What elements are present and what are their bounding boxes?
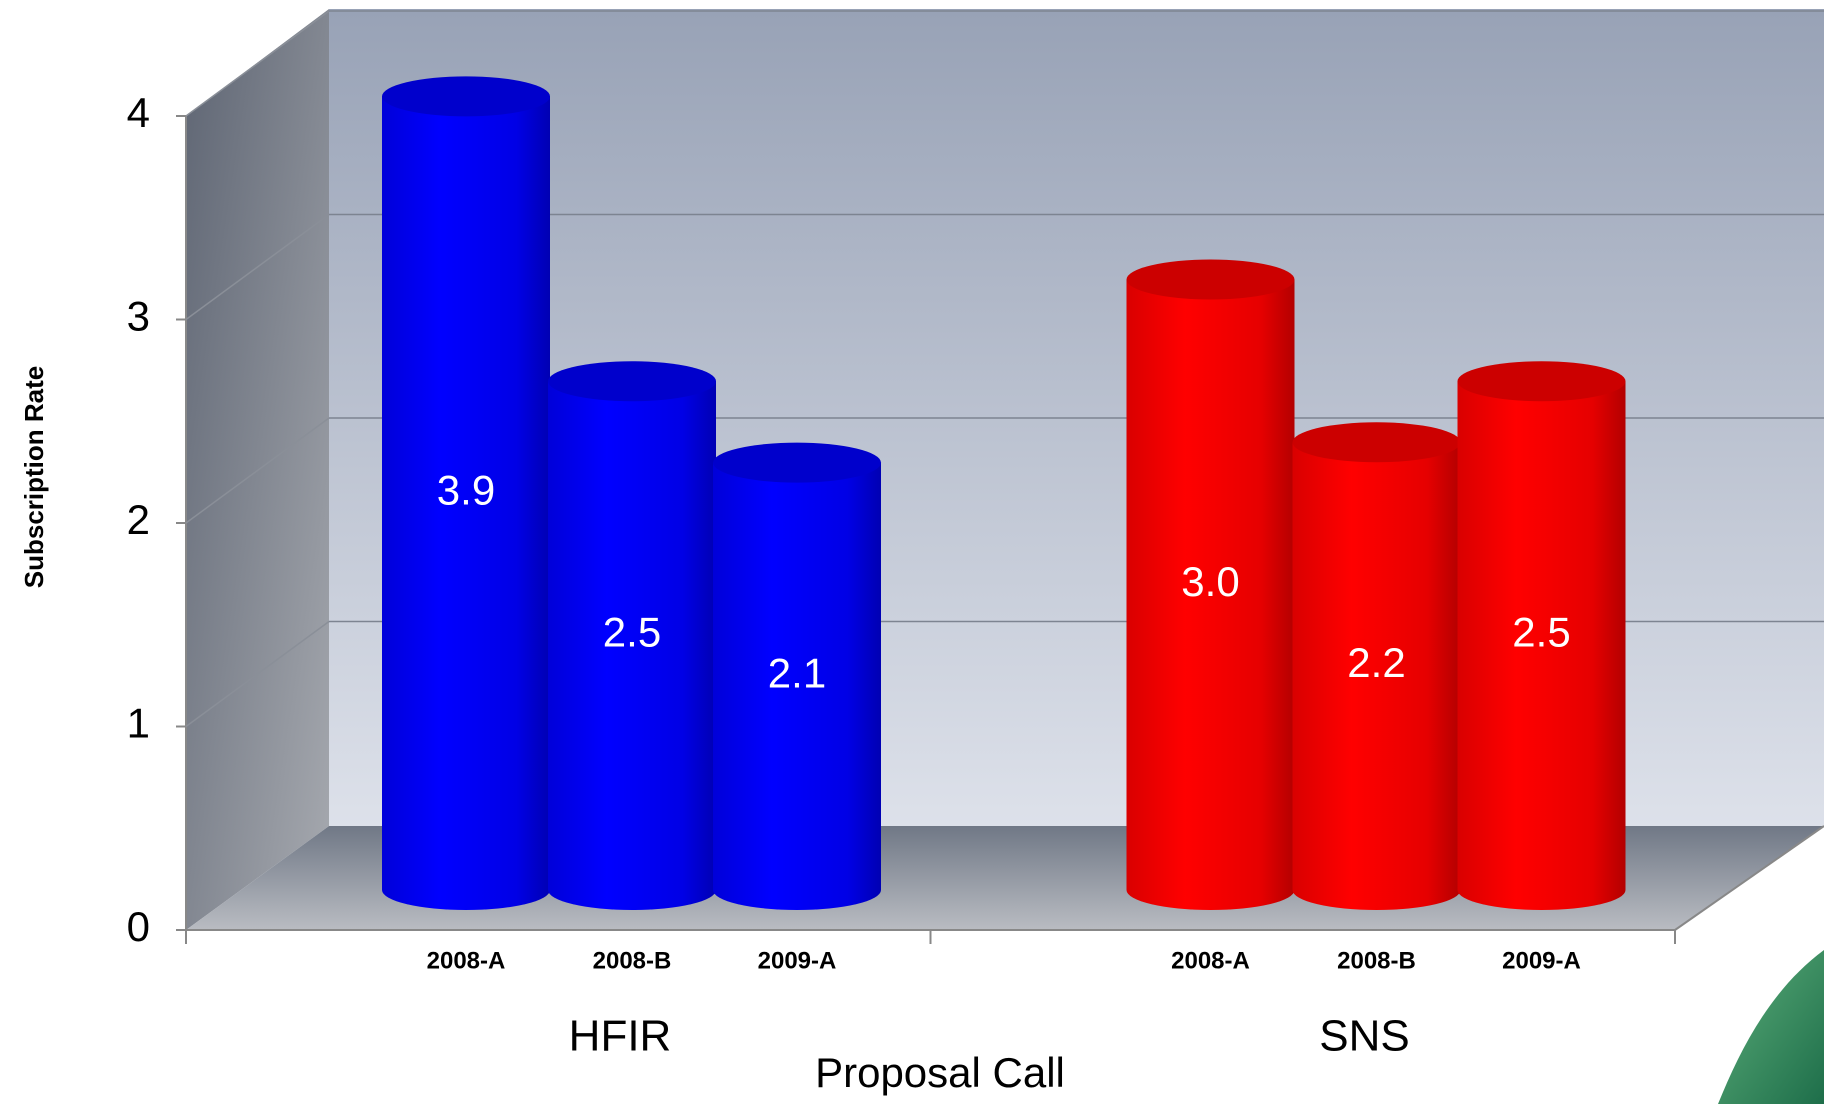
grid-line <box>185 10 330 117</box>
x-tick-label: 2008-A <box>1171 947 1250 974</box>
bar <box>1292 422 1461 910</box>
data-label: 2.2 <box>1347 639 1405 686</box>
y-tick-label: 3 <box>127 293 150 340</box>
x-tick-label: 2009-A <box>1502 947 1581 974</box>
data-label: 2.5 <box>603 609 661 656</box>
floor-edge <box>1674 825 1824 931</box>
decoration <box>1718 950 1824 1104</box>
grid-line <box>185 417 330 524</box>
bar-body <box>1126 279 1295 910</box>
bar-top <box>1126 259 1295 300</box>
x-tick-label: 2008-B <box>1337 947 1416 974</box>
group-label: HFIR <box>569 1012 672 1061</box>
y-tick-label: 2 <box>127 496 150 543</box>
bar-body <box>713 462 881 910</box>
data-label: 2.5 <box>1512 609 1570 656</box>
data-label: 2.1 <box>768 649 826 696</box>
side-wall <box>186 9 329 930</box>
data-label: 3.9 <box>437 466 495 513</box>
grid-line <box>185 620 330 728</box>
bar-top <box>1292 422 1461 463</box>
bar <box>1126 259 1295 910</box>
bar-top <box>713 442 881 483</box>
bar <box>548 361 716 910</box>
bar <box>713 442 881 910</box>
bar-body <box>1292 442 1461 910</box>
y-tick-label: 0 <box>127 903 150 950</box>
bar-top <box>548 361 716 402</box>
y-tick-label: 4 <box>127 89 150 136</box>
bar-top <box>1457 361 1626 402</box>
data-label: 3.0 <box>1181 558 1239 605</box>
x-tick-label: 2009-A <box>758 947 837 974</box>
plot: 0 1 2 3 4 HFIR 2008-A 3.9 2008-B 2.5 2009-A 2.1 SNS 2… <box>127 10 1824 1061</box>
group-label: SNS <box>1319 1012 1409 1061</box>
bar <box>382 76 550 911</box>
y-axis-label: Subscription Rate <box>19 366 49 588</box>
x-tick-label: 2008-B <box>593 947 672 974</box>
y-tick-label: 1 <box>127 700 150 747</box>
bar <box>1457 361 1626 910</box>
x-tick-label: 2008-A <box>427 947 506 974</box>
bar-top <box>382 76 550 117</box>
grid-line <box>185 213 330 321</box>
bar-body <box>382 96 550 911</box>
bar-body <box>548 381 716 910</box>
x-axis-label: Proposal Call <box>815 1049 1065 1096</box>
bar-body <box>1457 381 1626 910</box>
